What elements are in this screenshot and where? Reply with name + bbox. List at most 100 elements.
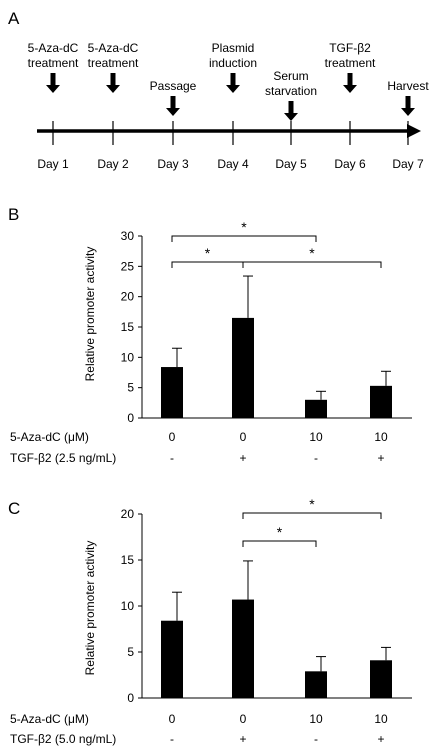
aza-value: 10 <box>374 430 388 444</box>
y-tick-label: 10 <box>121 350 135 364</box>
y-tick-label: 25 <box>121 259 135 273</box>
panel-c-condition-rows: 5-Aza-dC (μM) TGF-β2 (5.0 ng/mL) 0 0 10 10 - + -… <box>10 712 388 746</box>
panel-b-letter: B <box>8 205 19 224</box>
aza-value: 10 <box>309 712 323 726</box>
bar <box>305 671 327 698</box>
event-arrow-head <box>284 113 298 121</box>
event-label-line: Passage <box>150 79 197 93</box>
event-label-line: induction <box>209 56 257 70</box>
significance-star: * <box>277 524 283 540</box>
panel-b-condition-rows: 5-Aza-dC (μM) TGF-β2 (2.5 ng/mL) 0 0 10 10 - + -… <box>10 430 388 465</box>
row-label-aza: 5-Aza-dC (μM) <box>10 430 89 444</box>
event-arrow-head <box>343 85 357 93</box>
bar <box>370 385 392 418</box>
y-tick-label: 15 <box>121 320 135 334</box>
panel-c-letter: C <box>8 499 20 518</box>
event-label-line: 5-Aza-dC <box>28 41 79 55</box>
significance-star: * <box>309 245 315 261</box>
day-label: Day 6 <box>334 157 366 171</box>
significance-star: * <box>309 496 315 512</box>
tgf-value: + <box>377 451 384 465</box>
bar <box>232 317 254 418</box>
panel-b-chart: 0 5 10 15 20 25 30 * * * <box>121 219 412 425</box>
aza-value: 0 <box>169 712 176 726</box>
event-arrow-head <box>106 85 120 93</box>
aza-value: 0 <box>240 430 247 444</box>
row-label-aza: 5-Aza-dC (μM) <box>10 712 89 726</box>
event-arrow-shaft <box>170 96 176 109</box>
tgf-value: - <box>170 732 174 746</box>
timeline-days: Day 1 Day 2 Day 3 Day 4 Day 5 Day 6 Day 7 <box>37 121 424 171</box>
row-label-tgf: TGF-β2 (2.5 ng/mL) <box>10 451 116 465</box>
event-arrow-head <box>401 108 415 116</box>
panel-c: C Relative promoter activity 05101520** … <box>8 496 412 746</box>
significance-star: * <box>241 219 247 235</box>
bar <box>161 620 183 698</box>
day-label: Day 4 <box>217 157 249 171</box>
timeline-events: 5-Aza-dCtreatment5-Aza-dCtreatmentPassag… <box>28 41 429 121</box>
significance-bracket <box>242 540 317 547</box>
panel-a-letter: A <box>8 9 20 28</box>
significance-star: * <box>205 245 211 261</box>
event-arrow-shaft <box>347 73 353 86</box>
event-arrow-shaft <box>288 101 294 114</box>
tgf-value: + <box>239 732 246 746</box>
y-tick-label: 10 <box>121 599 135 613</box>
event-label-line: Serum <box>273 69 308 83</box>
y-tick-label: 30 <box>121 229 135 243</box>
event-arrow-head <box>226 85 240 93</box>
bar <box>161 367 183 418</box>
day-label: Day 2 <box>97 157 129 171</box>
row-label-tgf: TGF-β2 (5.0 ng/mL) <box>10 732 116 746</box>
aza-value: 10 <box>309 430 323 444</box>
event-label-line: Harvest <box>387 79 429 93</box>
event-label-line: TGF-β2 <box>329 41 371 55</box>
event-label-line: treatment <box>88 56 139 70</box>
panel-a: A 5-Aza-dCtreatment5-Aza-dCtreatmentPass… <box>8 9 429 171</box>
tgf-value: + <box>377 732 384 746</box>
timeline-axis <box>37 124 421 138</box>
day-label: Day 5 <box>275 157 307 171</box>
panel-b: B Relative promoter activity 0 5 10 15 20 25 3… <box>8 205 412 465</box>
panel-b-y-axis-label: Relative promoter activity <box>83 247 97 382</box>
event-label-line: treatment <box>28 56 79 70</box>
y-tick-label: 5 <box>127 381 134 395</box>
day-label: Day 3 <box>157 157 189 171</box>
event-label-line: treatment <box>325 56 376 70</box>
event-label-line: starvation <box>265 84 317 98</box>
event-arrow-shaft <box>110 73 116 86</box>
aza-value: 10 <box>374 712 388 726</box>
tgf-value: + <box>239 451 246 465</box>
panel-c-chart: 0 5 10 15 20 * * <box>121 496 412 705</box>
y-tick-label: 5 <box>127 645 134 659</box>
y-tick-label: 0 <box>127 691 134 705</box>
y-tick-label: 20 <box>121 290 135 304</box>
day-label: Day 7 <box>392 157 424 171</box>
y-tick-label: 0 <box>127 411 134 425</box>
bar <box>232 599 254 698</box>
event-arrow-shaft <box>50 73 56 86</box>
significance-bracket <box>171 235 317 242</box>
event-arrow-shaft <box>405 96 411 109</box>
aza-value: 0 <box>169 430 176 444</box>
event-arrow-shaft <box>230 73 236 86</box>
event-label-line: Plasmid <box>212 41 255 55</box>
significance-bracket <box>171 261 244 268</box>
event-label-line: 5-Aza-dC <box>88 41 139 55</box>
tgf-value: - <box>314 732 318 746</box>
event-arrow-head <box>166 108 180 116</box>
event-arrow-head <box>46 85 60 93</box>
day-label: Day 1 <box>37 157 69 171</box>
panel-c-y-axis-label: Relative promoter activity <box>83 541 97 676</box>
y-tick-label: 15 <box>121 553 135 567</box>
bar <box>370 660 392 698</box>
tgf-value: - <box>314 451 318 465</box>
significance-bracket <box>242 261 382 268</box>
tgf-value: - <box>170 451 174 465</box>
y-tick-label: 20 <box>121 507 135 521</box>
timeline-arrowhead <box>407 124 421 138</box>
bar <box>305 399 327 418</box>
aza-value: 0 <box>240 712 247 726</box>
significance-bracket <box>242 512 382 519</box>
